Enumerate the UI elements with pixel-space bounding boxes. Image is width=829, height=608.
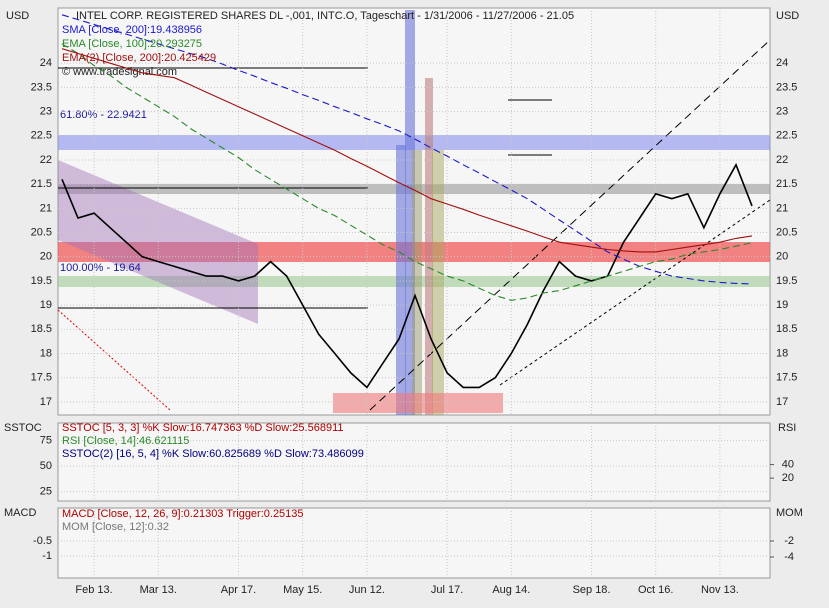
x-tick-label: Jun 12. xyxy=(349,584,385,596)
y-tick-label: 20.5 xyxy=(31,226,52,238)
series-line xyxy=(61,162,753,389)
y-tick-label-right: 18 xyxy=(776,347,788,359)
panel-label: MACD xyxy=(4,507,36,519)
x-tick-label: Feb 13. xyxy=(75,584,112,596)
y-unit: USD xyxy=(6,10,29,22)
vbar xyxy=(396,145,406,415)
y-tick-label-right: 22.5 xyxy=(776,130,797,142)
legend-entry: MOM [Close, 12]:0.32 xyxy=(62,521,169,533)
y-tick-label: 19.5 xyxy=(31,275,52,287)
y2-tick-label: 40 xyxy=(782,459,794,471)
stoch-panel xyxy=(57,422,771,502)
trend xyxy=(499,199,771,386)
x-tick-label: May 15. xyxy=(283,584,322,596)
legend-entry: SMA [Close, 200]:19.438956 xyxy=(62,24,202,36)
chart-title: INTEL CORP. REGISTERED SHARES DL -,001, … xyxy=(76,10,574,22)
x-tick-label: Sep 18. xyxy=(573,584,611,596)
legend-entry: RSI [Close, 14]:46.621115 xyxy=(62,435,189,447)
y-tick-label-right: 19.5 xyxy=(776,275,797,287)
y-tick-label: 18 xyxy=(40,347,52,359)
legend-entry: EMA(2) [Close, 200]:20.425429 xyxy=(62,52,216,64)
y-tick-label-right: 20.5 xyxy=(776,226,797,238)
y-tick-label: 21 xyxy=(40,202,52,214)
x-tick-label: Aug 14. xyxy=(492,584,530,596)
y-tick-label: 23.5 xyxy=(31,81,52,93)
y-tick-label: 20 xyxy=(40,251,52,263)
y-tick-label-right: 22 xyxy=(776,154,788,166)
y-tick-label: 23 xyxy=(40,105,52,117)
y-tick-label: 19 xyxy=(40,299,52,311)
vbar xyxy=(412,150,422,415)
y2-tick-label: -2 xyxy=(784,535,794,547)
panel-label-right: MOM xyxy=(776,507,803,519)
series-line xyxy=(61,14,753,285)
y-tick-label-right: 21.5 xyxy=(776,178,797,190)
legend-entry: MACD [Close, 12, 26, 9]:0.21303 Trigger:… xyxy=(62,508,304,520)
vbar xyxy=(432,150,444,415)
y-tick-label-right: 17.5 xyxy=(776,372,797,384)
legend-entry: SSTOC(2) [16, 5, 4] %K Slow:60.825689 %D… xyxy=(62,448,364,460)
x-tick-label: Jul 17. xyxy=(431,584,463,596)
y-unit-right: USD xyxy=(776,10,799,22)
annotation: 100.00% - 19.64 xyxy=(60,262,141,274)
y-tick-label: 22 xyxy=(40,154,52,166)
y-tick-label: -1 xyxy=(42,550,52,562)
macd-panel xyxy=(57,507,771,579)
y-tick-label-right: 20 xyxy=(776,251,788,263)
y-tick-label: 17 xyxy=(40,396,52,408)
source: © www.tradesignal.com xyxy=(62,66,177,78)
vbar xyxy=(405,10,415,415)
legend-entry: EMA [Close, 100]:20.293275 xyxy=(62,38,202,50)
y-tick-label-right: 18.5 xyxy=(776,323,797,335)
x-tick-label: Mar 13. xyxy=(140,584,177,596)
legend-entry: SSTOC [5, 3, 3] %K Slow:16.747363 %D Slo… xyxy=(62,422,343,434)
y-tick-label-right: 17 xyxy=(776,396,788,408)
x-tick-label: Oct 16. xyxy=(638,584,673,596)
y-tick-label-right: 23 xyxy=(776,105,788,117)
y2-tick-label: -4 xyxy=(784,551,794,563)
y-tick-label: 75 xyxy=(40,435,52,447)
vbar xyxy=(425,78,433,415)
y-tick-label: 25 xyxy=(40,486,52,498)
y-tick-label: -0.5 xyxy=(33,535,52,547)
trend xyxy=(57,309,171,411)
y-tick-label-right: 23.5 xyxy=(776,81,797,93)
y-tick-label: 18.5 xyxy=(31,323,52,335)
y-tick-label-right: 19 xyxy=(776,299,788,311)
series-line xyxy=(61,48,753,253)
y-tick-label-right: 24 xyxy=(776,57,788,69)
x-tick-label: Apr 17. xyxy=(221,584,256,596)
panel-label: SSTOC xyxy=(4,422,42,434)
y-tick-label: 21.5 xyxy=(31,178,52,190)
series-line xyxy=(61,43,753,301)
y-tick-label-right: 21 xyxy=(776,202,788,214)
panel-label-right: RSI xyxy=(778,422,796,434)
band-low xyxy=(333,393,503,413)
y-tick-label: 22.5 xyxy=(31,130,52,142)
y-tick-label: 50 xyxy=(40,460,52,472)
y-tick-label: 24 xyxy=(40,57,52,69)
annotation: 61.80% - 22.9421 xyxy=(60,109,147,121)
x-tick-label: Nov 13. xyxy=(701,584,739,596)
y-tick-label: 17.5 xyxy=(31,372,52,384)
y2-tick-label: 20 xyxy=(782,472,794,484)
